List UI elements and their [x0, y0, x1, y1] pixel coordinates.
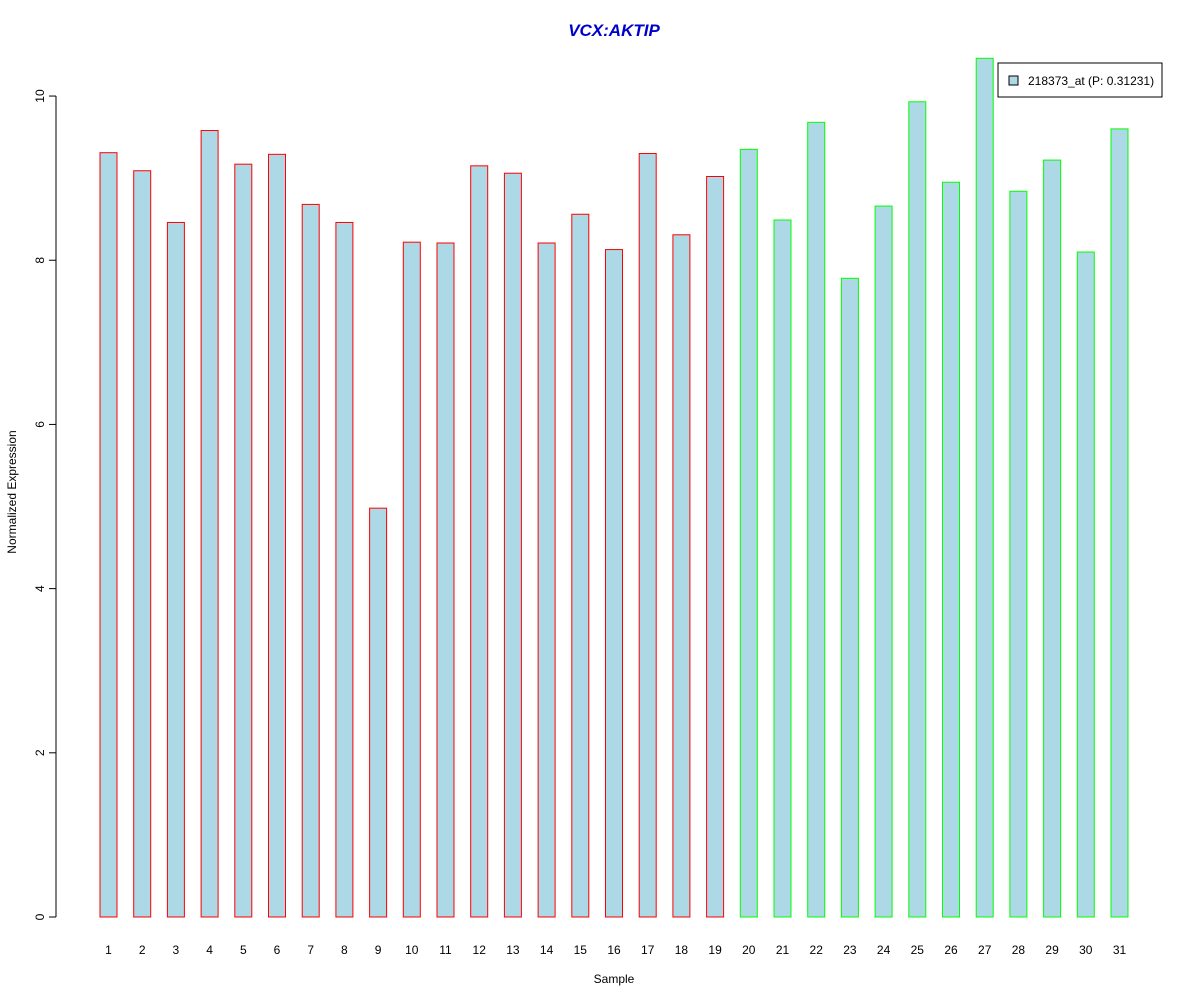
- bar-sample-10: [402, 241, 421, 918]
- x-tick-label: 12: [473, 943, 487, 957]
- y-axis: 0 2 4 6 8 10: [33, 89, 57, 920]
- x-axis-label: Sample: [594, 972, 635, 986]
- x-tick-label: 23: [843, 943, 857, 957]
- bar-sample-20: [739, 148, 758, 918]
- x-tick-label: 4: [206, 943, 213, 957]
- x-tick-label: 6: [274, 943, 281, 957]
- bar-sample-29: [1043, 159, 1062, 918]
- x-tick-label: 3: [173, 943, 180, 957]
- bar-sample-30: [1076, 251, 1095, 918]
- x-tick-label: 2: [139, 943, 146, 957]
- bar-sample-13: [503, 172, 522, 918]
- legend-label: 218373_at (P: 0.31231): [1028, 74, 1154, 88]
- bar-sample-6: [268, 153, 286, 918]
- x-tick-label: 31: [1113, 943, 1127, 957]
- x-tick-label: 21: [776, 943, 790, 957]
- x-tick-label: 15: [574, 943, 588, 957]
- x-tick-label: 18: [675, 943, 689, 957]
- x-tick-label: 10: [405, 943, 419, 957]
- bar-sample-17: [638, 153, 657, 918]
- x-tick-label: 9: [375, 943, 382, 957]
- x-tick-label: 29: [1045, 943, 1059, 957]
- bar-sample-25: [908, 101, 927, 918]
- x-tick-label: 27: [978, 943, 992, 957]
- bar-sample-11: [436, 242, 455, 918]
- y-tick-label: 8: [33, 257, 47, 264]
- bar-sample-31: [1110, 128, 1129, 918]
- bar-sample-19: [706, 176, 725, 918]
- legend-box: [997, 62, 1163, 98]
- bar-sample-2: [133, 170, 152, 918]
- x-tick-label: 8: [341, 943, 348, 957]
- bar-sample-28: [1009, 190, 1028, 918]
- x-tick-label: 11: [439, 943, 452, 957]
- bar-sample-15: [571, 213, 590, 918]
- bar-sample-21: [773, 219, 792, 918]
- bar-sample-18: [672, 234, 691, 918]
- x-tick-label: 24: [877, 943, 891, 957]
- chart-title: VCX:AKTIP: [568, 21, 660, 40]
- x-tick-label: 30: [1079, 943, 1093, 957]
- x-tick-label: 28: [1012, 943, 1026, 957]
- bar-sample-1: [99, 152, 118, 918]
- bar-sample-24: [874, 205, 893, 918]
- x-tick-labels: 1 2 3 4 5 6 7 8 9 10 11 12 13 14 15 16 17 18 19 20 21 22 23 24 2…: [105, 943, 1126, 957]
- bar-sample-7: [301, 203, 320, 918]
- bar-sample-4: [200, 130, 219, 918]
- x-tick-label: 1: [105, 943, 112, 957]
- bar-sample-26: [942, 181, 960, 918]
- y-tick-label: 10: [33, 89, 47, 103]
- x-tick-label: 26: [944, 943, 958, 957]
- y-tick-label: 0: [33, 913, 47, 920]
- bar-sample-23: [840, 277, 859, 918]
- bar-sample-12: [470, 165, 489, 918]
- bar-sample-9: [369, 507, 388, 918]
- legend: 218373_at (P: 0.31231): [997, 62, 1163, 98]
- x-tick-label: 17: [641, 943, 655, 957]
- bar-sample-3: [166, 221, 185, 918]
- x-tick-label: 14: [540, 943, 554, 957]
- bars-group: [99, 57, 1129, 918]
- bar-sample-16: [605, 249, 623, 918]
- bar-sample-14: [537, 242, 556, 918]
- x-tick-label: 20: [742, 943, 756, 957]
- x-tick-label: 22: [810, 943, 824, 957]
- y-axis-label: Normalized Expression: [5, 430, 19, 553]
- bar-sample-22: [807, 121, 826, 918]
- x-tick-label: 7: [307, 943, 314, 957]
- x-tick-label: 19: [708, 943, 722, 957]
- y-tick-label: 6: [33, 421, 47, 428]
- x-tick-label: 5: [240, 943, 247, 957]
- x-tick-label: 25: [911, 943, 925, 957]
- y-tick-label: 2: [33, 749, 47, 756]
- y-tick-label: 4: [33, 585, 47, 592]
- x-tick-label: 13: [506, 943, 520, 957]
- x-tick-label: 16: [607, 943, 621, 957]
- bar-sample-5: [234, 163, 253, 918]
- bar-sample-27: [975, 57, 994, 918]
- legend-swatch: [1008, 75, 1019, 86]
- bar-sample-8: [335, 221, 354, 918]
